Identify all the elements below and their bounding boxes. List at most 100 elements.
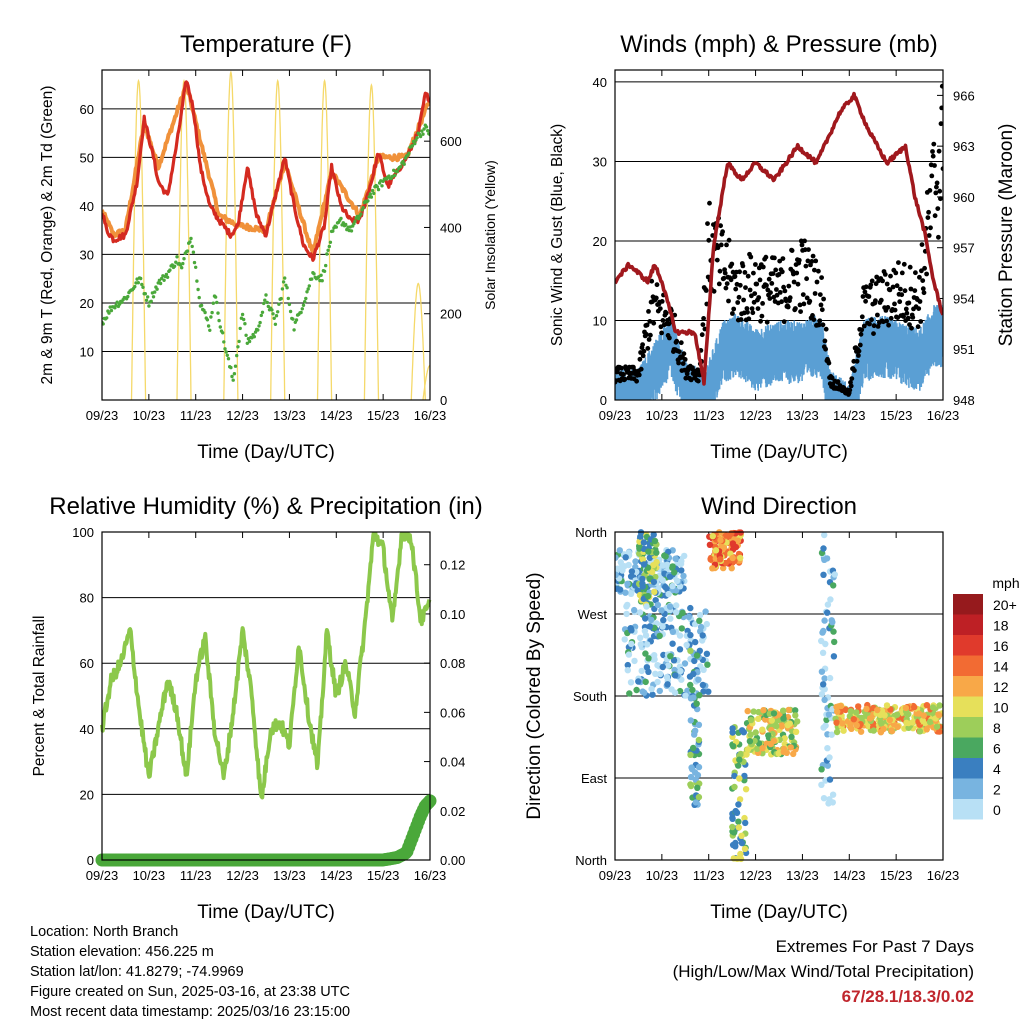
gust-point [890,284,896,290]
y-right-axis-label: Station Pressure (Maroon) [996,124,1017,347]
dewpoint-point [353,219,357,223]
dewpoint-point [301,303,306,307]
gust-point [724,242,729,248]
direction-point [820,545,827,552]
gust-point [810,313,815,318]
dewpoint-point [418,134,423,139]
dewpoint-point [286,296,290,301]
dewpoint-point [143,292,147,296]
direction-point [627,679,635,686]
y-tick-label: 0 [600,393,607,408]
dewpoint-point [271,312,275,316]
gust-point [764,319,770,325]
x-tick-label: 09/23 [599,408,632,423]
gust-point [912,288,918,293]
y-tick-label: 40 [593,75,607,90]
direction-point [780,715,787,722]
y-right-tick-label: 600 [440,134,462,149]
gust-point [920,286,926,292]
direction-point [669,582,676,590]
legend-swatch [953,594,983,615]
direction-point [735,824,742,831]
direction-point [903,719,910,726]
gust-point [660,318,666,323]
direction-point [735,762,742,769]
gust-point [829,375,835,381]
direction-point [631,606,638,614]
dewpoint-point [168,268,172,272]
direction-point [853,709,860,716]
x-axis-label: Time (Day/UTC) [710,902,848,923]
gust-point [781,319,787,325]
gust-point [893,270,899,276]
dewpoint-point [288,309,293,314]
dewpoint-point [424,125,429,129]
dewpoint-point [319,273,323,277]
y-tick-label: East [581,771,607,786]
direction-point [738,832,745,839]
direction-point [751,737,758,745]
gust-point [718,223,723,229]
gust-point [882,272,888,277]
gust-point [817,292,823,297]
direction-point [690,694,697,701]
dewpoint-point [413,141,417,146]
gust-point [794,270,800,276]
dewpoint-point [407,151,411,155]
x-tick-label: 14/23 [320,868,353,883]
gust-point [932,213,938,219]
gust-point [654,282,660,288]
legend-swatch [953,635,983,656]
gust-point [851,358,857,364]
gust-point [781,284,786,290]
direction-point [923,702,931,709]
direction-point [687,781,694,788]
dewpoint-point [375,185,379,189]
solar-peak [363,83,380,400]
gust-point [676,349,682,354]
direction-point [663,673,671,681]
x-tick-label: 10/23 [133,868,166,883]
chart-panel-humidity: Relative Humidity (%) & Precipitation (i… [31,493,483,923]
dewpoint-point [180,266,184,270]
direction-point [637,641,644,648]
direction-point [642,650,649,657]
dewpoint-point [277,302,281,306]
dewpoint-point [307,284,311,288]
dewpoint-point [242,317,246,322]
gust-point [812,267,817,273]
direction-point [660,616,667,624]
direction-point [687,717,694,724]
direction-point [818,691,826,698]
dewpoint-point [320,279,324,283]
y-right-tick-label: 951 [953,342,975,357]
direction-point [826,674,834,682]
gust-point [922,265,927,271]
dewpoint-point [270,308,274,312]
direction-point [759,726,766,733]
gust-point [874,274,880,280]
direction-point [830,582,837,589]
x-tick-label: 15/23 [880,408,913,423]
y-right-tick-label: 400 [440,220,462,235]
gust-point [776,272,782,277]
direction-point [729,841,737,849]
direction-point [650,531,657,538]
direction-point [645,655,652,662]
direction-point [936,702,943,709]
gust-point [621,372,626,377]
y-axis-label: Percent & Total Rainfall [31,616,48,777]
direction-point [778,722,785,729]
dewpoint-point [326,248,330,252]
y-right-tick-label: 0 [440,393,447,408]
dewpoint-point [341,221,345,225]
direction-point [821,617,828,624]
dewpoint-point [182,257,186,261]
dewpoint-point [287,302,292,307]
dewpoint-point [164,272,169,277]
direction-point [877,729,885,736]
gust-point [901,261,907,267]
dewpoint-point [222,340,226,344]
gust-point [866,294,872,299]
dewpoint-point [262,301,266,306]
